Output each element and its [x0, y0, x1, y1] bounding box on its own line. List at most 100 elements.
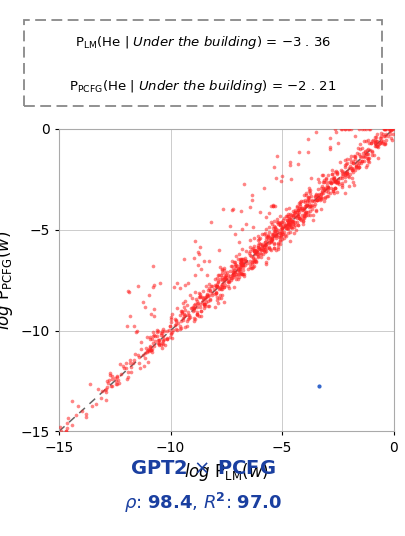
- Point: [239, 260, 245, 269]
- Point: [387, 124, 394, 133]
- Point: [150, 312, 157, 321]
- Point: [352, 151, 358, 160]
- Point: [157, 279, 163, 287]
- Point: [324, 192, 331, 200]
- Point: [237, 259, 244, 268]
- Point: [173, 278, 179, 287]
- Point: [254, 251, 260, 260]
- Point: [228, 206, 234, 214]
- Point: [220, 274, 226, 283]
- Point: [190, 254, 196, 263]
- Point: [330, 175, 336, 184]
- Point: [168, 327, 175, 336]
- Point: [299, 217, 305, 225]
- Point: [245, 249, 251, 257]
- Point: [215, 285, 222, 293]
- Point: [226, 221, 232, 230]
- Point: [108, 382, 114, 390]
- Point: [379, 124, 386, 133]
- Point: [371, 136, 377, 144]
- Point: [325, 177, 332, 186]
- Point: [224, 278, 231, 286]
- Point: [226, 271, 232, 280]
- Point: [282, 205, 289, 214]
- Point: [117, 369, 124, 378]
- Point: [224, 267, 230, 276]
- Point: [227, 262, 233, 270]
- Point: [377, 128, 383, 137]
- Point: [315, 195, 321, 204]
- Point: [343, 124, 350, 133]
- Point: [291, 205, 297, 214]
- Point: [213, 281, 220, 290]
- Point: [237, 270, 244, 278]
- Point: [289, 212, 296, 221]
- Point: [208, 291, 215, 299]
- Point: [313, 196, 319, 204]
- Point: [312, 189, 319, 198]
- Point: [150, 331, 156, 340]
- Point: [315, 178, 321, 187]
- Point: [127, 362, 134, 371]
- Point: [297, 197, 304, 205]
- Point: [373, 142, 380, 151]
- Point: [289, 210, 296, 219]
- Point: [298, 206, 304, 214]
- Point: [147, 346, 154, 354]
- Point: [254, 241, 260, 249]
- Point: [333, 187, 339, 196]
- Point: [308, 200, 315, 209]
- Point: [377, 133, 383, 142]
- Point: [286, 220, 292, 228]
- Point: [376, 133, 382, 142]
- Point: [302, 207, 309, 216]
- Point: [277, 228, 284, 236]
- Point: [318, 187, 325, 196]
- Point: [305, 192, 312, 201]
- Point: [183, 317, 190, 325]
- Point: [268, 234, 275, 242]
- Point: [168, 333, 175, 342]
- Point: [349, 159, 355, 167]
- Point: [356, 140, 362, 148]
- Point: [157, 329, 164, 338]
- Point: [313, 196, 320, 204]
- Point: [124, 287, 131, 295]
- Point: [248, 244, 254, 253]
- Point: [274, 245, 280, 254]
- Point: [190, 306, 197, 314]
- Point: [256, 240, 262, 248]
- Point: [214, 283, 220, 292]
- Point: [195, 311, 202, 320]
- Point: [260, 184, 266, 192]
- Point: [286, 220, 292, 228]
- Point: [103, 385, 109, 393]
- Point: [360, 137, 366, 145]
- Point: [120, 363, 127, 372]
- Point: [237, 258, 243, 267]
- Point: [134, 327, 140, 336]
- Point: [275, 233, 282, 242]
- Point: [337, 166, 343, 174]
- Point: [141, 362, 147, 370]
- Point: [388, 125, 394, 133]
- Point: [302, 191, 309, 199]
- Point: [237, 256, 243, 265]
- Point: [270, 221, 277, 230]
- Point: [277, 231, 284, 240]
- Point: [352, 163, 358, 172]
- Point: [294, 210, 300, 219]
- Point: [167, 313, 174, 322]
- Point: [251, 255, 258, 263]
- Point: [260, 230, 266, 239]
- Point: [200, 301, 207, 310]
- Point: [236, 270, 242, 278]
- Point: [311, 196, 318, 205]
- Point: [191, 271, 198, 279]
- Point: [379, 132, 386, 140]
- Point: [322, 173, 329, 182]
- Point: [271, 223, 278, 232]
- Point: [262, 241, 268, 249]
- Point: [296, 199, 302, 208]
- Point: [284, 224, 291, 233]
